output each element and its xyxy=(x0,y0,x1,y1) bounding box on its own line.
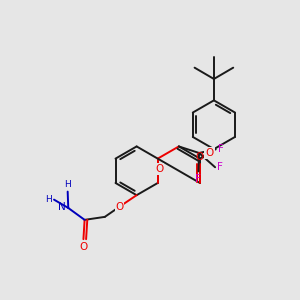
Text: F: F xyxy=(195,174,201,184)
Text: O: O xyxy=(155,164,163,174)
Text: O: O xyxy=(79,242,88,252)
Text: O: O xyxy=(115,202,124,212)
Text: F: F xyxy=(218,144,224,154)
Text: H: H xyxy=(64,180,71,189)
Text: H: H xyxy=(46,194,52,203)
Text: F: F xyxy=(217,162,223,172)
Text: N: N xyxy=(58,202,66,212)
Text: O: O xyxy=(206,148,214,158)
Text: O: O xyxy=(196,152,204,162)
